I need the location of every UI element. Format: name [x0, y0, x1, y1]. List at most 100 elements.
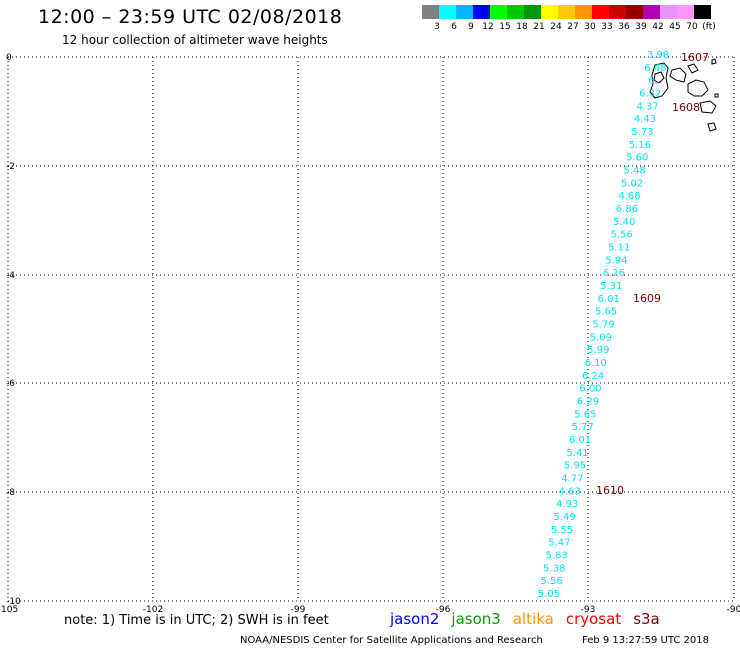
wave-height-label: 4.93	[556, 499, 578, 510]
wave-height-label: 5.47	[548, 538, 570, 549]
legend-swatch	[643, 5, 660, 19]
wave-height-label: 5.38	[543, 563, 565, 574]
latitude-tick-label: -10	[6, 597, 21, 607]
wave-height-label: 6.32	[639, 89, 661, 100]
satellite-label: s3a	[633, 610, 660, 628]
map-grid	[7, 56, 735, 602]
wave-height-label: 6.10	[585, 358, 607, 369]
latitude-tick-label: -4	[6, 271, 15, 281]
wave-height-label: 5.56	[540, 576, 562, 587]
legend-swatch	[524, 5, 541, 19]
wave-height-label: 5.49	[553, 512, 575, 523]
map-title: 12:00 – 23:59 UTC 02/08/2018	[38, 6, 343, 28]
wave-height-label: 5.02	[621, 178, 643, 189]
latitude-tick-label: -2	[6, 162, 15, 172]
legend-label: 33	[601, 22, 613, 32]
wave-height-label: 6.01	[598, 294, 620, 305]
legend-swatch	[422, 5, 439, 19]
galapagos-islands	[649, 58, 719, 132]
wave-height-label: 5.09	[590, 332, 612, 343]
legend-label: 24	[550, 22, 562, 32]
pass-time-labels: 1607 1608 1609 1610	[596, 51, 709, 497]
wave-height-label: 4.63	[559, 486, 581, 497]
legend-label: 15	[499, 22, 511, 32]
wave-height-label: 5.31	[600, 281, 622, 292]
legend-label: (ft)	[702, 22, 716, 32]
generation-timestamp: Feb 9 13:27:59 UTC 2018	[582, 635, 709, 646]
longitude-tick-label: -93	[581, 605, 596, 615]
legend-swatch	[439, 5, 456, 19]
wave-height-label: 6.	[648, 76, 658, 87]
longitude-tick-label: -102	[143, 605, 163, 615]
pass-time-label: 1608	[672, 101, 700, 114]
legend-label: 39	[635, 22, 647, 32]
wave-height-label: 4.68	[618, 191, 640, 202]
legend-label: 30	[584, 22, 596, 32]
satellite-label: cryosat	[565, 610, 622, 628]
wave-height-label: 5.55	[551, 525, 573, 536]
wave-height-label: 5.48	[624, 166, 646, 177]
wave-height-label: 6.26	[603, 268, 625, 279]
wave-height-label: 4.77	[561, 474, 583, 485]
legend-label: 45	[669, 22, 681, 32]
pass-time-label: 1607	[681, 51, 709, 64]
legend-label: 21	[533, 22, 545, 32]
latitude-tick-label: -6	[6, 379, 15, 389]
wave-height-label: 5.60	[626, 153, 648, 164]
credit-line: NOAA/NESDIS Center for Satellite Applica…	[240, 635, 543, 646]
legend-swatch	[609, 5, 626, 19]
wave-height-label: 5.65	[595, 307, 617, 318]
wave-height-label: 5.11	[608, 243, 630, 254]
island-outline	[649, 62, 669, 99]
island-outline	[714, 93, 719, 98]
wave-height-label: 5.16	[629, 140, 651, 151]
axis-ticks: -105 -102 -99 -96 -93 -90 0 -2 -4 -6 -8 -10	[0, 53, 740, 615]
pass-time-label: 1610	[596, 484, 624, 497]
longitude-tick-label: -99	[291, 605, 306, 615]
island-outline	[699, 100, 717, 114]
legend-swatch	[660, 5, 677, 19]
wave-height-label: 5.65	[574, 409, 596, 420]
legend-label: 9	[468, 22, 474, 32]
longitude-tick-label: -105	[0, 605, 18, 615]
legend-swatch	[507, 5, 524, 19]
pass-time-label: 1609	[633, 292, 661, 305]
island-outline	[653, 71, 665, 84]
wave-height-label: 5.95	[564, 461, 586, 472]
longitude-tick-label: -96	[436, 605, 451, 615]
legend-label: 18	[516, 22, 528, 32]
wave-height-label: 5.05	[538, 589, 560, 600]
legend-swatch	[694, 5, 711, 19]
satellite-track: 3.986.486.6.324.374.435.735.165.605.485.…	[538, 50, 669, 600]
wave-height-label: 4.43	[634, 114, 656, 125]
island-outline	[669, 67, 687, 83]
wave-height-label: 6.24	[582, 371, 604, 382]
wave-height-label: 4.37	[636, 101, 658, 112]
wave-height-label: 6.29	[577, 397, 599, 408]
wave-height-label: 5.79	[592, 320, 614, 331]
wave-height-label: 6.01	[569, 435, 591, 446]
island-outline	[687, 63, 699, 74]
wave-height-label: 3.98	[647, 50, 669, 61]
footer-note: note: 1) Time is in UTC; 2) SWH is in fe…	[64, 613, 329, 628]
satellite-label: altika	[512, 610, 554, 628]
legend-swatches	[422, 5, 711, 19]
legend-label: 12	[482, 22, 494, 32]
legend-label: 27	[567, 22, 579, 32]
satellite-label: jason2	[390, 610, 440, 628]
island-outline	[687, 79, 709, 97]
latitude-tick-label: -8	[6, 488, 15, 498]
legend-swatch	[575, 5, 592, 19]
legend-label: 42	[652, 22, 664, 32]
legend-label: 36	[618, 22, 630, 32]
wave-height-label: 5.83	[546, 551, 568, 562]
latitude-tick-label: 0	[6, 53, 12, 63]
satellite-legend: jason2 jason3 altika cryosat s3a	[390, 610, 660, 628]
wave-height-label: 5.77	[572, 422, 594, 433]
legend-label: 3	[434, 22, 440, 32]
wave-height-label: 5.73	[631, 127, 653, 138]
legend-swatch	[541, 5, 558, 19]
legend-swatch	[456, 5, 473, 19]
wave-height-label: 6.86	[616, 204, 638, 215]
